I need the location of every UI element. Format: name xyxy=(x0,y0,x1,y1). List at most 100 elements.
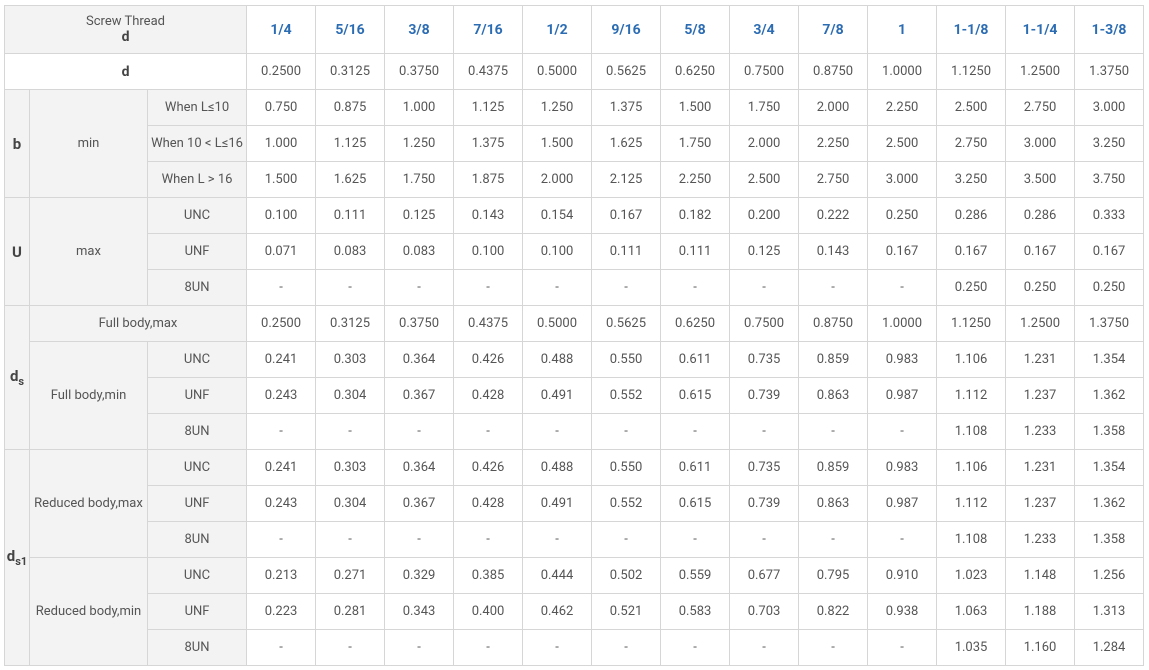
value-cell: 1.160 xyxy=(1005,629,1076,666)
value-cell: 1.188 xyxy=(1005,593,1076,630)
value-cell: 1.023 xyxy=(936,557,1007,594)
value-cell: - xyxy=(867,629,938,666)
value-cell: - xyxy=(798,521,869,558)
value-cell: 1.2500 xyxy=(1005,305,1076,342)
value-cell: 0.5000 xyxy=(522,305,593,342)
value-cell: 0.154 xyxy=(522,197,593,234)
size-header: 1/2 xyxy=(522,5,593,54)
value-cell: 3.750 xyxy=(1074,161,1145,198)
value-cell: 0.987 xyxy=(867,485,938,522)
value-cell: 1.233 xyxy=(1005,521,1076,558)
value-cell: 0.5625 xyxy=(591,305,662,342)
value-cell: 0.910 xyxy=(867,557,938,594)
value-cell: 1.875 xyxy=(453,161,524,198)
value-cell: 0.400 xyxy=(453,593,524,630)
value-cell: 3.250 xyxy=(936,161,1007,198)
value-cell: 0.143 xyxy=(798,233,869,270)
value-cell: - xyxy=(798,629,869,666)
value-cell: - xyxy=(660,629,731,666)
value-cell: 0.7500 xyxy=(729,305,800,342)
value-cell: 1.233 xyxy=(1005,413,1076,450)
symbol-sub: s xyxy=(18,375,25,388)
subgroup-label: Reduced body,min xyxy=(29,557,148,666)
subgroup-label: Full body,max xyxy=(28,305,248,342)
value-cell: 1.750 xyxy=(729,89,800,126)
value-cell: - xyxy=(522,413,593,450)
value-cell: 2.250 xyxy=(660,161,731,198)
value-cell: 0.111 xyxy=(315,197,386,234)
value-cell: 1.1250 xyxy=(936,53,1007,90)
value-cell: 0.521 xyxy=(591,593,662,630)
row-label: When L≤10 xyxy=(146,89,248,126)
value-cell: 1.625 xyxy=(315,161,386,198)
value-cell: 0.8750 xyxy=(798,53,869,90)
value-cell: 0.243 xyxy=(246,377,317,414)
value-cell: 0.750 xyxy=(246,89,317,126)
data-row: 8UN - - - - - - - - - -1.108 1.233 1.358 xyxy=(5,521,1145,558)
value-cell: - xyxy=(729,629,800,666)
value-cell: - xyxy=(453,269,524,306)
value-cell: - xyxy=(522,629,593,666)
value-cell: 0.343 xyxy=(384,593,455,630)
value-cell: - xyxy=(729,521,800,558)
value-cell: 0.552 xyxy=(591,485,662,522)
value-cell: - xyxy=(384,269,455,306)
symbol-main: d xyxy=(6,547,16,565)
value-cell: 0.100 xyxy=(522,233,593,270)
value-cell: 1.237 xyxy=(1005,377,1076,414)
value-cell: 0.502 xyxy=(591,557,662,594)
value-cell: 0.286 xyxy=(1005,197,1076,234)
value-cell: 0.822 xyxy=(798,593,869,630)
value-cell: 0.739 xyxy=(729,485,800,522)
value-cell: 1.063 xyxy=(936,593,1007,630)
value-cell: 1.354 xyxy=(1074,341,1145,378)
value-cell: 1.112 xyxy=(936,377,1007,414)
symbol-sub: s1 xyxy=(15,555,28,568)
value-cell: 0.444 xyxy=(522,557,593,594)
value-cell: 3.250 xyxy=(1074,125,1145,162)
value-cell: 1.000 xyxy=(246,125,317,162)
header-label-bottom: d xyxy=(121,29,130,45)
value-cell: 0.426 xyxy=(453,341,524,378)
symbol-main: d xyxy=(9,367,19,385)
value-cell: 0.550 xyxy=(591,341,662,378)
value-cell: - xyxy=(867,521,938,558)
value-cell: 0.250 xyxy=(936,269,1007,306)
value-cell: 1.106 xyxy=(936,449,1007,486)
value-cell: - xyxy=(591,629,662,666)
value-cell: 0.250 xyxy=(867,197,938,234)
value-cell: 1.375 xyxy=(453,125,524,162)
value-cell: 0.6250 xyxy=(660,53,731,90)
value-cell: 0.938 xyxy=(867,593,938,630)
value-cell: - xyxy=(315,413,386,450)
value-cell: 0.611 xyxy=(660,449,731,486)
size-header: 7/8 xyxy=(798,5,869,54)
row-label: UNF xyxy=(146,233,248,270)
value-cell: - xyxy=(522,521,593,558)
value-cell: - xyxy=(591,269,662,306)
value-cell: 0.100 xyxy=(453,233,524,270)
value-cell: 0.125 xyxy=(384,197,455,234)
group-symbol: ds1 xyxy=(4,449,30,666)
data-row: Reduced body,min UNC 0.213 0.271 0.329 0.385 0… xyxy=(5,557,1145,666)
value-cell: 0.241 xyxy=(246,449,317,486)
value-cell: 1.125 xyxy=(453,89,524,126)
value-cell: 3.000 xyxy=(867,161,938,198)
value-cell: 1.3750 xyxy=(1074,305,1145,342)
value-cell: 0.491 xyxy=(522,377,593,414)
data-row: 8UN - - - - - - - - - -1.035 1.160 1.284 xyxy=(5,629,1145,666)
value-cell: 0.5000 xyxy=(522,53,593,90)
row-label: 8UN xyxy=(146,269,248,306)
value-cell: 0.615 xyxy=(660,377,731,414)
value-cell: 1.035 xyxy=(936,629,1007,666)
value-cell: 0.795 xyxy=(798,557,869,594)
value-cell: 0.735 xyxy=(729,341,800,378)
data-row: When L > 16 1.500 1.625 1.750 1.875 2.000 2.12… xyxy=(5,161,1145,198)
value-cell: - xyxy=(246,521,317,558)
value-cell: - xyxy=(315,269,386,306)
value-cell: 1.284 xyxy=(1074,629,1145,666)
value-cell: 0.333 xyxy=(1074,197,1145,234)
value-cell: - xyxy=(246,413,317,450)
value-cell: 0.111 xyxy=(660,233,731,270)
header-label-top: Screw Thread xyxy=(86,14,165,29)
